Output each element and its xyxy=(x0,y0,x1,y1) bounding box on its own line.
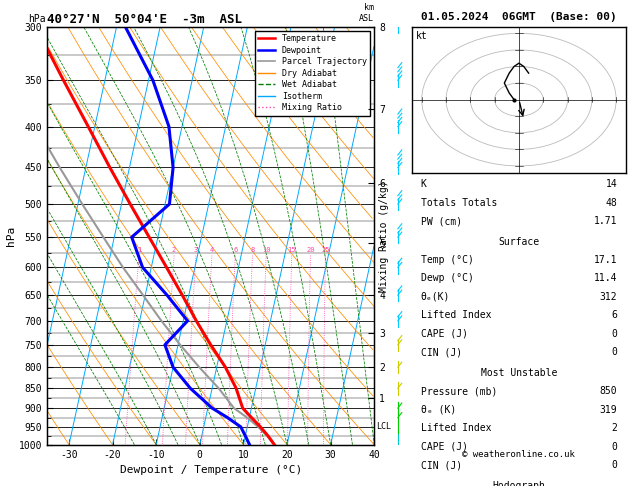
Text: 6: 6 xyxy=(611,311,617,320)
Text: 17.1: 17.1 xyxy=(594,255,617,265)
Text: Mixing Ratio (g/kg): Mixing Ratio (g/kg) xyxy=(379,180,389,292)
Text: 4: 4 xyxy=(209,247,214,254)
Text: CIN (J): CIN (J) xyxy=(421,347,462,357)
Text: Temp (°C): Temp (°C) xyxy=(421,255,474,265)
Text: hPa: hPa xyxy=(28,14,46,24)
Text: 2: 2 xyxy=(172,247,176,254)
Text: 20: 20 xyxy=(306,247,314,254)
Text: 48: 48 xyxy=(606,198,617,208)
Text: Lifted Index: Lifted Index xyxy=(421,311,491,320)
Text: 8: 8 xyxy=(250,247,255,254)
Text: 850: 850 xyxy=(599,386,617,396)
Text: 6: 6 xyxy=(233,247,237,254)
Text: Hodograph: Hodograph xyxy=(493,481,545,486)
Text: θₑ (K): θₑ (K) xyxy=(421,405,456,415)
Text: 0: 0 xyxy=(611,329,617,339)
Text: Lifted Index: Lifted Index xyxy=(421,423,491,433)
Text: Pressure (mb): Pressure (mb) xyxy=(421,386,497,396)
Text: 15: 15 xyxy=(287,247,296,254)
Text: 1.71: 1.71 xyxy=(594,216,617,226)
Text: 11.4: 11.4 xyxy=(594,274,617,283)
Text: CIN (J): CIN (J) xyxy=(421,460,462,470)
Text: 312: 312 xyxy=(599,292,617,302)
X-axis label: Dewpoint / Temperature (°C): Dewpoint / Temperature (°C) xyxy=(120,465,302,475)
Text: 0: 0 xyxy=(611,460,617,470)
Text: K: K xyxy=(421,179,426,189)
Text: 3: 3 xyxy=(194,247,198,254)
Text: 2: 2 xyxy=(611,423,617,433)
Text: 14: 14 xyxy=(606,179,617,189)
Text: Totals Totals: Totals Totals xyxy=(421,198,497,208)
Text: Surface: Surface xyxy=(498,237,540,246)
Text: CAPE (J): CAPE (J) xyxy=(421,329,467,339)
Legend: Temperature, Dewpoint, Parcel Trajectory, Dry Adiabat, Wet Adiabat, Isotherm, Mi: Temperature, Dewpoint, Parcel Trajectory… xyxy=(255,31,370,116)
Text: Most Unstable: Most Unstable xyxy=(481,368,557,378)
Text: 1: 1 xyxy=(136,247,141,254)
Text: kt: kt xyxy=(416,31,428,41)
Text: CAPE (J): CAPE (J) xyxy=(421,442,467,451)
Text: 0: 0 xyxy=(611,347,617,357)
Text: km
ASL: km ASL xyxy=(359,3,374,22)
Text: LCL: LCL xyxy=(376,422,391,432)
Text: © weatheronline.co.uk: © weatheronline.co.uk xyxy=(462,450,576,459)
Text: PW (cm): PW (cm) xyxy=(421,216,462,226)
Text: 40°27'N  50°04'E  -3m  ASL: 40°27'N 50°04'E -3m ASL xyxy=(47,13,242,26)
Text: 01.05.2024  06GMT  (Base: 00): 01.05.2024 06GMT (Base: 00) xyxy=(421,12,617,22)
Text: 0: 0 xyxy=(611,442,617,451)
Text: θₑ(K): θₑ(K) xyxy=(421,292,450,302)
Text: 10: 10 xyxy=(262,247,270,254)
Text: 319: 319 xyxy=(599,405,617,415)
Text: 25: 25 xyxy=(321,247,330,254)
Text: Dewp (°C): Dewp (°C) xyxy=(421,274,474,283)
Y-axis label: hPa: hPa xyxy=(6,226,16,246)
